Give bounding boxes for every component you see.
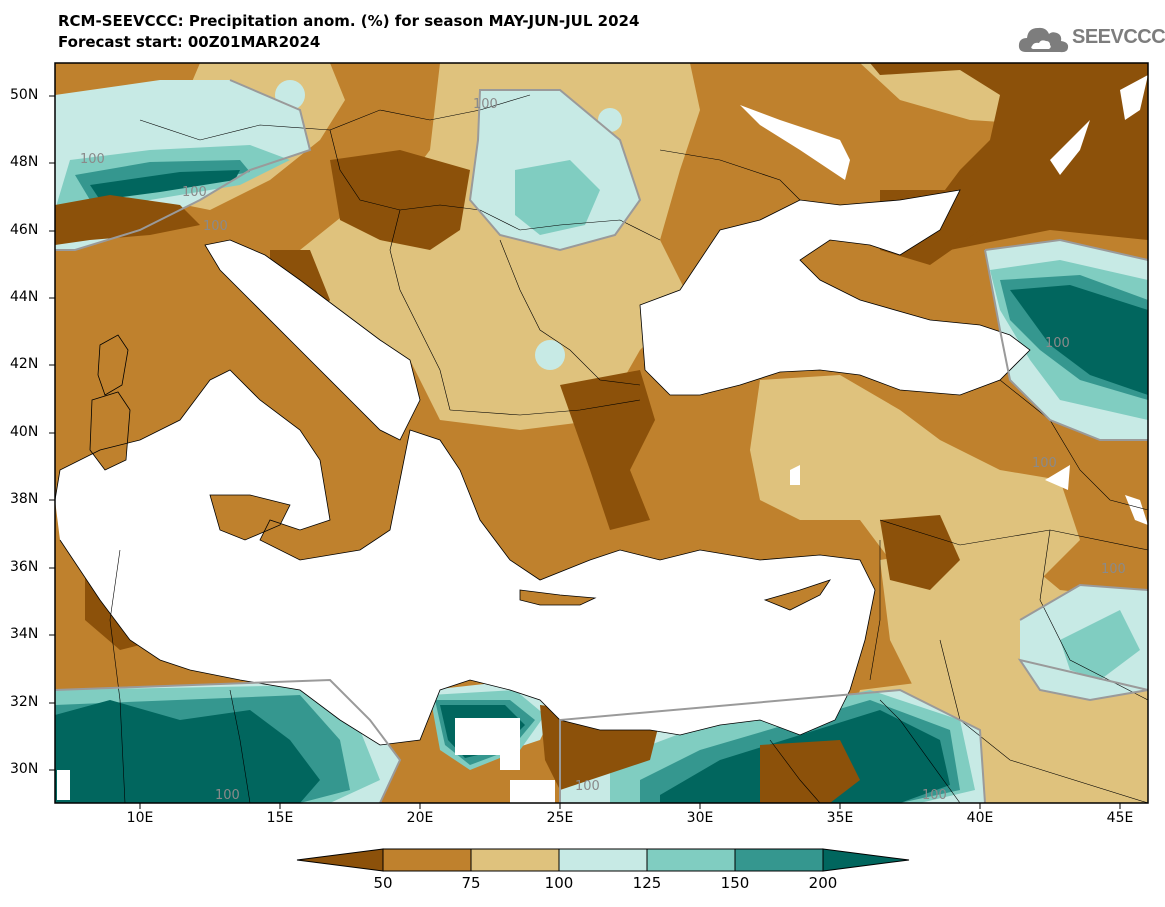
lat-ticks [49, 95, 55, 771]
lat-label-42n: 42N [10, 356, 39, 372]
colorbar-cell-100-125 [558, 848, 648, 872]
map-title: RCM-SEEVCCC: Precipitation anom. (%) for… [58, 12, 640, 30]
colorbar-label: 150 [720, 874, 750, 892]
contour-labels: 100 100 100 100 100 100 100 100 100 100 [80, 97, 1126, 803]
lon-label-40e: 40E [966, 810, 994, 826]
contour-label: 100 [1045, 336, 1070, 351]
lat-label-34n: 34N [10, 626, 39, 642]
colorbar-cell-75-100 [470, 848, 560, 872]
logo-text: SEEVCCC [1072, 26, 1165, 48]
lon-label-35e: 35E [826, 810, 854, 826]
lat-label-30n: 30N [10, 761, 39, 777]
colorbar-cell-50-75 [382, 848, 472, 872]
lat-label-46n: 46N [10, 222, 39, 238]
colorbar-label: 75 [461, 874, 481, 892]
lat-label-50n: 50N [10, 87, 39, 103]
coastlines [55, 189, 1031, 746]
lon-label-15e: 15E [266, 810, 294, 826]
lat-label-36n: 36N [10, 559, 39, 575]
lon-ticks [139, 803, 1121, 809]
seevccc-logo: SEEVCCC [1018, 22, 1165, 58]
contour-100 [55, 79, 1148, 803]
contour-label: 100 [1101, 562, 1126, 577]
lon-label-30e: 30E [686, 810, 714, 826]
contour-label: 100 [215, 788, 240, 803]
lon-label-10e: 10E [126, 810, 154, 826]
cloud-icon [1018, 27, 1069, 53]
sea-mask [55, 75, 1148, 803]
colorbar-cell-gt200 [822, 848, 910, 872]
contour-label: 100 [922, 788, 947, 803]
islands [89, 334, 831, 611]
forecast-start-label: Forecast start: 00Z01MAR2024 [58, 33, 321, 51]
colorbar-cell-150-200 [734, 848, 824, 872]
colorbar [296, 848, 910, 872]
lat-label-48n: 48N [10, 154, 39, 170]
colorbar-label: 125 [632, 874, 662, 892]
contour-label: 100 [575, 779, 600, 794]
colorbar-cell-125-150 [646, 848, 736, 872]
lat-label-40n: 40N [10, 424, 39, 440]
lon-label-25e: 25E [546, 810, 574, 826]
lat-label-38n: 38N [10, 491, 39, 507]
lat-label-32n: 32N [10, 694, 39, 710]
lon-label-20e: 20E [406, 810, 434, 826]
colorbar-label: 50 [373, 874, 393, 892]
colorbar-cell-lt50 [296, 848, 384, 872]
lat-label-44n: 44N [10, 289, 39, 305]
contour-label: 100 [203, 219, 228, 234]
colorbar-label: 200 [808, 874, 838, 892]
country-borders [109, 94, 1148, 803]
contour-label: 100 [182, 185, 207, 200]
contour-label: 100 [80, 152, 105, 167]
precip-field [55, 63, 1148, 803]
lon-label-45e: 45E [1106, 810, 1134, 826]
contour-label: 100 [473, 97, 498, 112]
colorbar-label: 100 [544, 874, 574, 892]
contour-label: 100 [1032, 456, 1057, 471]
